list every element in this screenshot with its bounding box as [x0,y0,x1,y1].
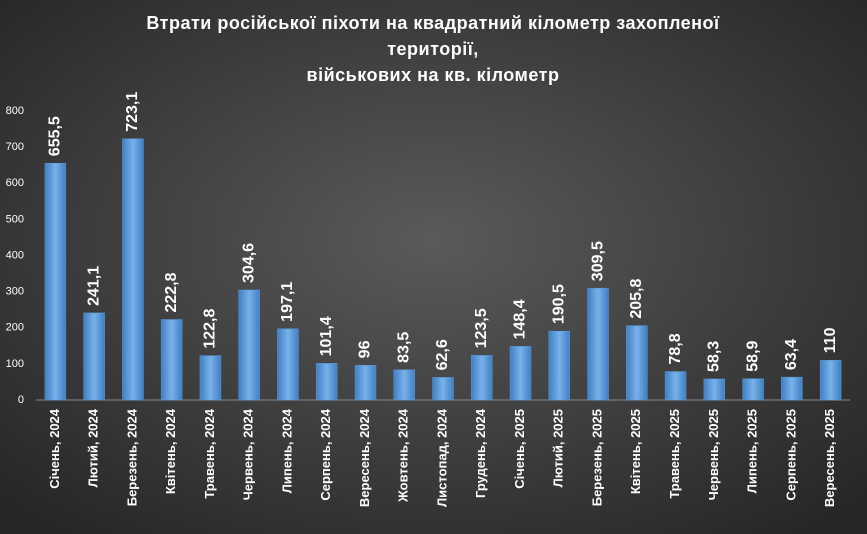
x-tick-label: Листопад, 2024 [434,408,449,507]
y-tick-label: 700 [6,141,24,153]
bar [626,325,648,401]
y-tick-label: 100 [6,358,24,370]
value-label: 655,5 [47,116,64,156]
x-tick-label: Серпень, 2025 [783,409,798,501]
x-tick-label: Січень, 2024 [47,408,62,489]
x-tick-label: Грудень, 2024 [473,408,488,498]
value-label: 723,1 [124,92,141,132]
value-label: 122,8 [202,308,219,348]
x-tick-label: Жовтень, 2024 [396,408,411,503]
y-tick-label: 200 [6,322,24,334]
value-label: 205,8 [628,279,645,319]
y-tick-label: 0 [18,394,24,406]
bar [509,346,532,401]
chart-title: військових на кв. кілометр [307,65,560,85]
value-label: 123,5 [473,308,490,348]
value-label: 241,1 [85,266,102,306]
value-label: 58,9 [744,340,761,371]
bar [393,369,415,401]
x-tick-label: Лютий, 2024 [86,408,101,487]
y-tick-label: 600 [6,177,24,189]
bar [742,378,764,401]
bar [199,355,222,401]
bar [315,363,338,401]
bar [432,377,454,401]
value-label: 101,4 [318,316,335,356]
value-label: 148,4 [512,299,529,339]
bar [781,376,803,401]
x-tick-label: Червень, 2025 [706,409,721,500]
value-label: 197,1 [279,282,296,322]
x-tick-label: Квітень, 2024 [163,408,178,494]
bar [83,312,105,401]
x-tick-label: Серпень, 2024 [318,408,333,500]
value-label: 83,5 [395,332,412,363]
bar [703,378,726,401]
x-tick-label: Травень, 2024 [202,408,217,498]
value-label: 110 [822,327,839,353]
bar [238,289,260,401]
x-tick-label: Травень, 2025 [667,409,682,499]
chart-title: Втрати російської піхоти на квадратний к… [146,13,720,33]
x-tick-label: Липень, 2025 [745,409,760,493]
x-tick-label: Вересень, 2025 [822,409,837,507]
bar [160,319,183,401]
y-tick-label: 800 [6,105,24,117]
x-tick-label: Червень, 2024 [241,408,256,500]
x-tick-label: Березень, 2025 [589,409,604,506]
bar [548,330,571,401]
bar [277,328,299,401]
bar [587,287,609,401]
bar [819,360,842,401]
chart-title: території, [387,39,479,59]
x-tick-label: Лютий, 2025 [551,409,566,487]
y-tick-label: 300 [6,286,24,298]
bar [471,355,493,401]
value-label: 190,5 [551,284,568,324]
value-label: 63,4 [783,339,800,370]
y-tick-label: 400 [6,249,24,261]
value-label: 96 [357,340,374,358]
value-label: 58,3 [706,341,723,372]
bar [354,365,377,401]
bar [664,371,687,401]
value-label: 78,8 [667,333,684,364]
value-label: 309,5 [589,241,606,281]
y-tick-label: 500 [6,213,24,225]
value-label: 304,6 [240,243,257,283]
value-label: 62,6 [434,339,451,370]
bar [44,162,67,401]
x-tick-label: Липень, 2024 [279,408,294,493]
x-tick-label: Березень, 2024 [124,408,139,506]
bar [122,138,144,401]
x-tick-label: Січень, 2025 [512,409,527,489]
value-label: 222,8 [163,272,180,312]
x-tick-label: Квітень, 2025 [628,409,643,494]
x-tick-label: Вересень, 2024 [357,408,372,507]
